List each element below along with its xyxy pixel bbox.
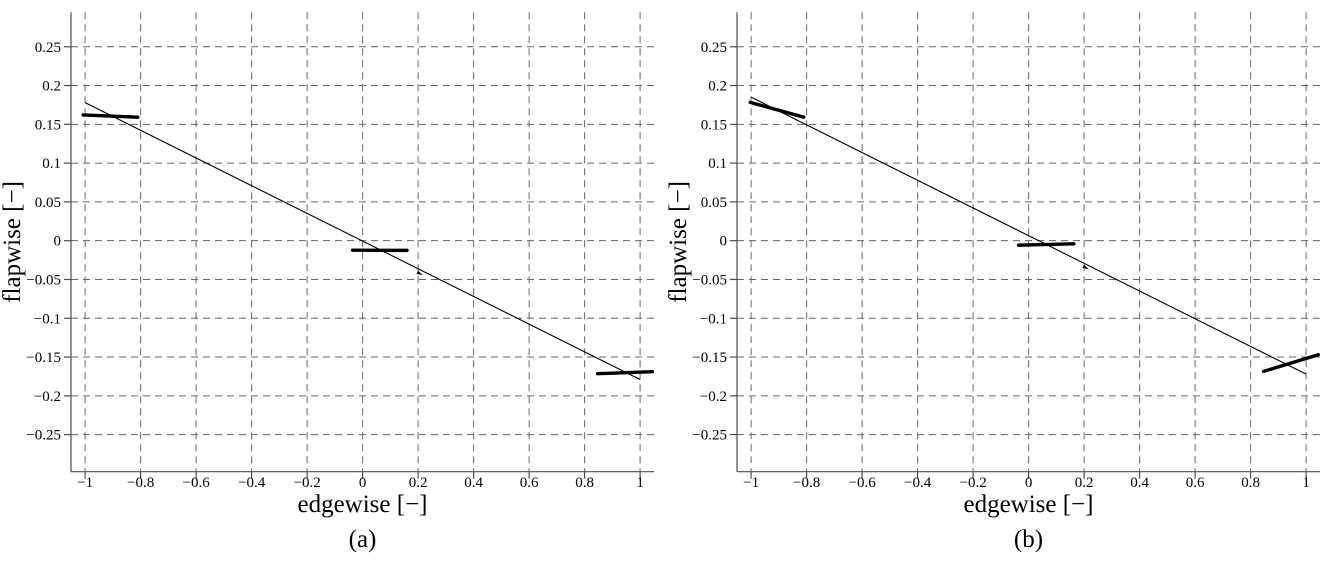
svg-text:(a): (a) — [349, 526, 377, 553]
svg-text:−0.25: −0.25 — [26, 428, 61, 444]
svg-text:1: 1 — [1303, 475, 1311, 491]
svg-text:flapwise [−]: flapwise [−] — [666, 181, 692, 303]
svg-text:−0.6: −0.6 — [849, 475, 877, 491]
svg-text:−0.05: −0.05 — [26, 272, 61, 288]
svg-text:−0.6: −0.6 — [182, 475, 210, 491]
svg-text:−0.2: −0.2 — [293, 475, 320, 491]
svg-text:0.8: 0.8 — [1242, 475, 1261, 491]
svg-text:0.05: 0.05 — [701, 195, 727, 211]
svg-text:0.2: 0.2 — [409, 475, 428, 491]
svg-text:0.2: 0.2 — [709, 79, 728, 95]
svg-text:0.4: 0.4 — [464, 475, 483, 491]
svg-text:0.25: 0.25 — [701, 40, 727, 56]
svg-text:0.05: 0.05 — [35, 195, 61, 211]
svg-text:−1: −1 — [744, 475, 760, 491]
svg-text:0.1: 0.1 — [42, 156, 61, 172]
svg-text:−0.1: −0.1 — [34, 311, 61, 327]
svg-text:−0.1: −0.1 — [700, 311, 727, 327]
svg-text:−0.15: −0.15 — [26, 350, 61, 366]
svg-text:−0.8: −0.8 — [793, 475, 820, 491]
svg-text:edgewise [−]: edgewise [−] — [964, 491, 1094, 518]
svg-text:−0.2: −0.2 — [34, 389, 61, 405]
svg-text:0.2: 0.2 — [42, 79, 61, 95]
svg-text:−1: −1 — [77, 475, 93, 491]
svg-text:1: 1 — [636, 475, 644, 491]
svg-text:0: 0 — [1025, 475, 1033, 491]
svg-text:0.4: 0.4 — [1131, 475, 1150, 491]
svg-text:−0.15: −0.15 — [693, 350, 728, 366]
svg-text:0.6: 0.6 — [520, 475, 539, 491]
svg-text:0.8: 0.8 — [575, 475, 594, 491]
svg-text:(b): (b) — [1014, 526, 1043, 553]
svg-text:0.2: 0.2 — [1075, 475, 1094, 491]
svg-text:0: 0 — [720, 234, 728, 250]
svg-text:edgewise [−]: edgewise [−] — [297, 491, 427, 518]
svg-text:−0.2: −0.2 — [960, 475, 987, 491]
svg-text:0.25: 0.25 — [35, 40, 61, 56]
svg-text:0.1: 0.1 — [709, 156, 728, 172]
svg-text:−0.4: −0.4 — [904, 475, 932, 491]
svg-text:−0.2: −0.2 — [700, 389, 727, 405]
svg-text:0: 0 — [54, 234, 62, 250]
svg-text:0.6: 0.6 — [1186, 475, 1205, 491]
svg-text:0.15: 0.15 — [701, 117, 727, 133]
svg-text:−0.8: −0.8 — [127, 475, 154, 491]
svg-text:−0.05: −0.05 — [693, 272, 728, 288]
svg-text:flapwise [−]: flapwise [−] — [0, 181, 26, 303]
svg-text:−0.25: −0.25 — [693, 428, 728, 444]
svg-text:0.15: 0.15 — [35, 117, 61, 133]
svg-text:0: 0 — [359, 475, 367, 491]
svg-text:−0.4: −0.4 — [238, 475, 266, 491]
